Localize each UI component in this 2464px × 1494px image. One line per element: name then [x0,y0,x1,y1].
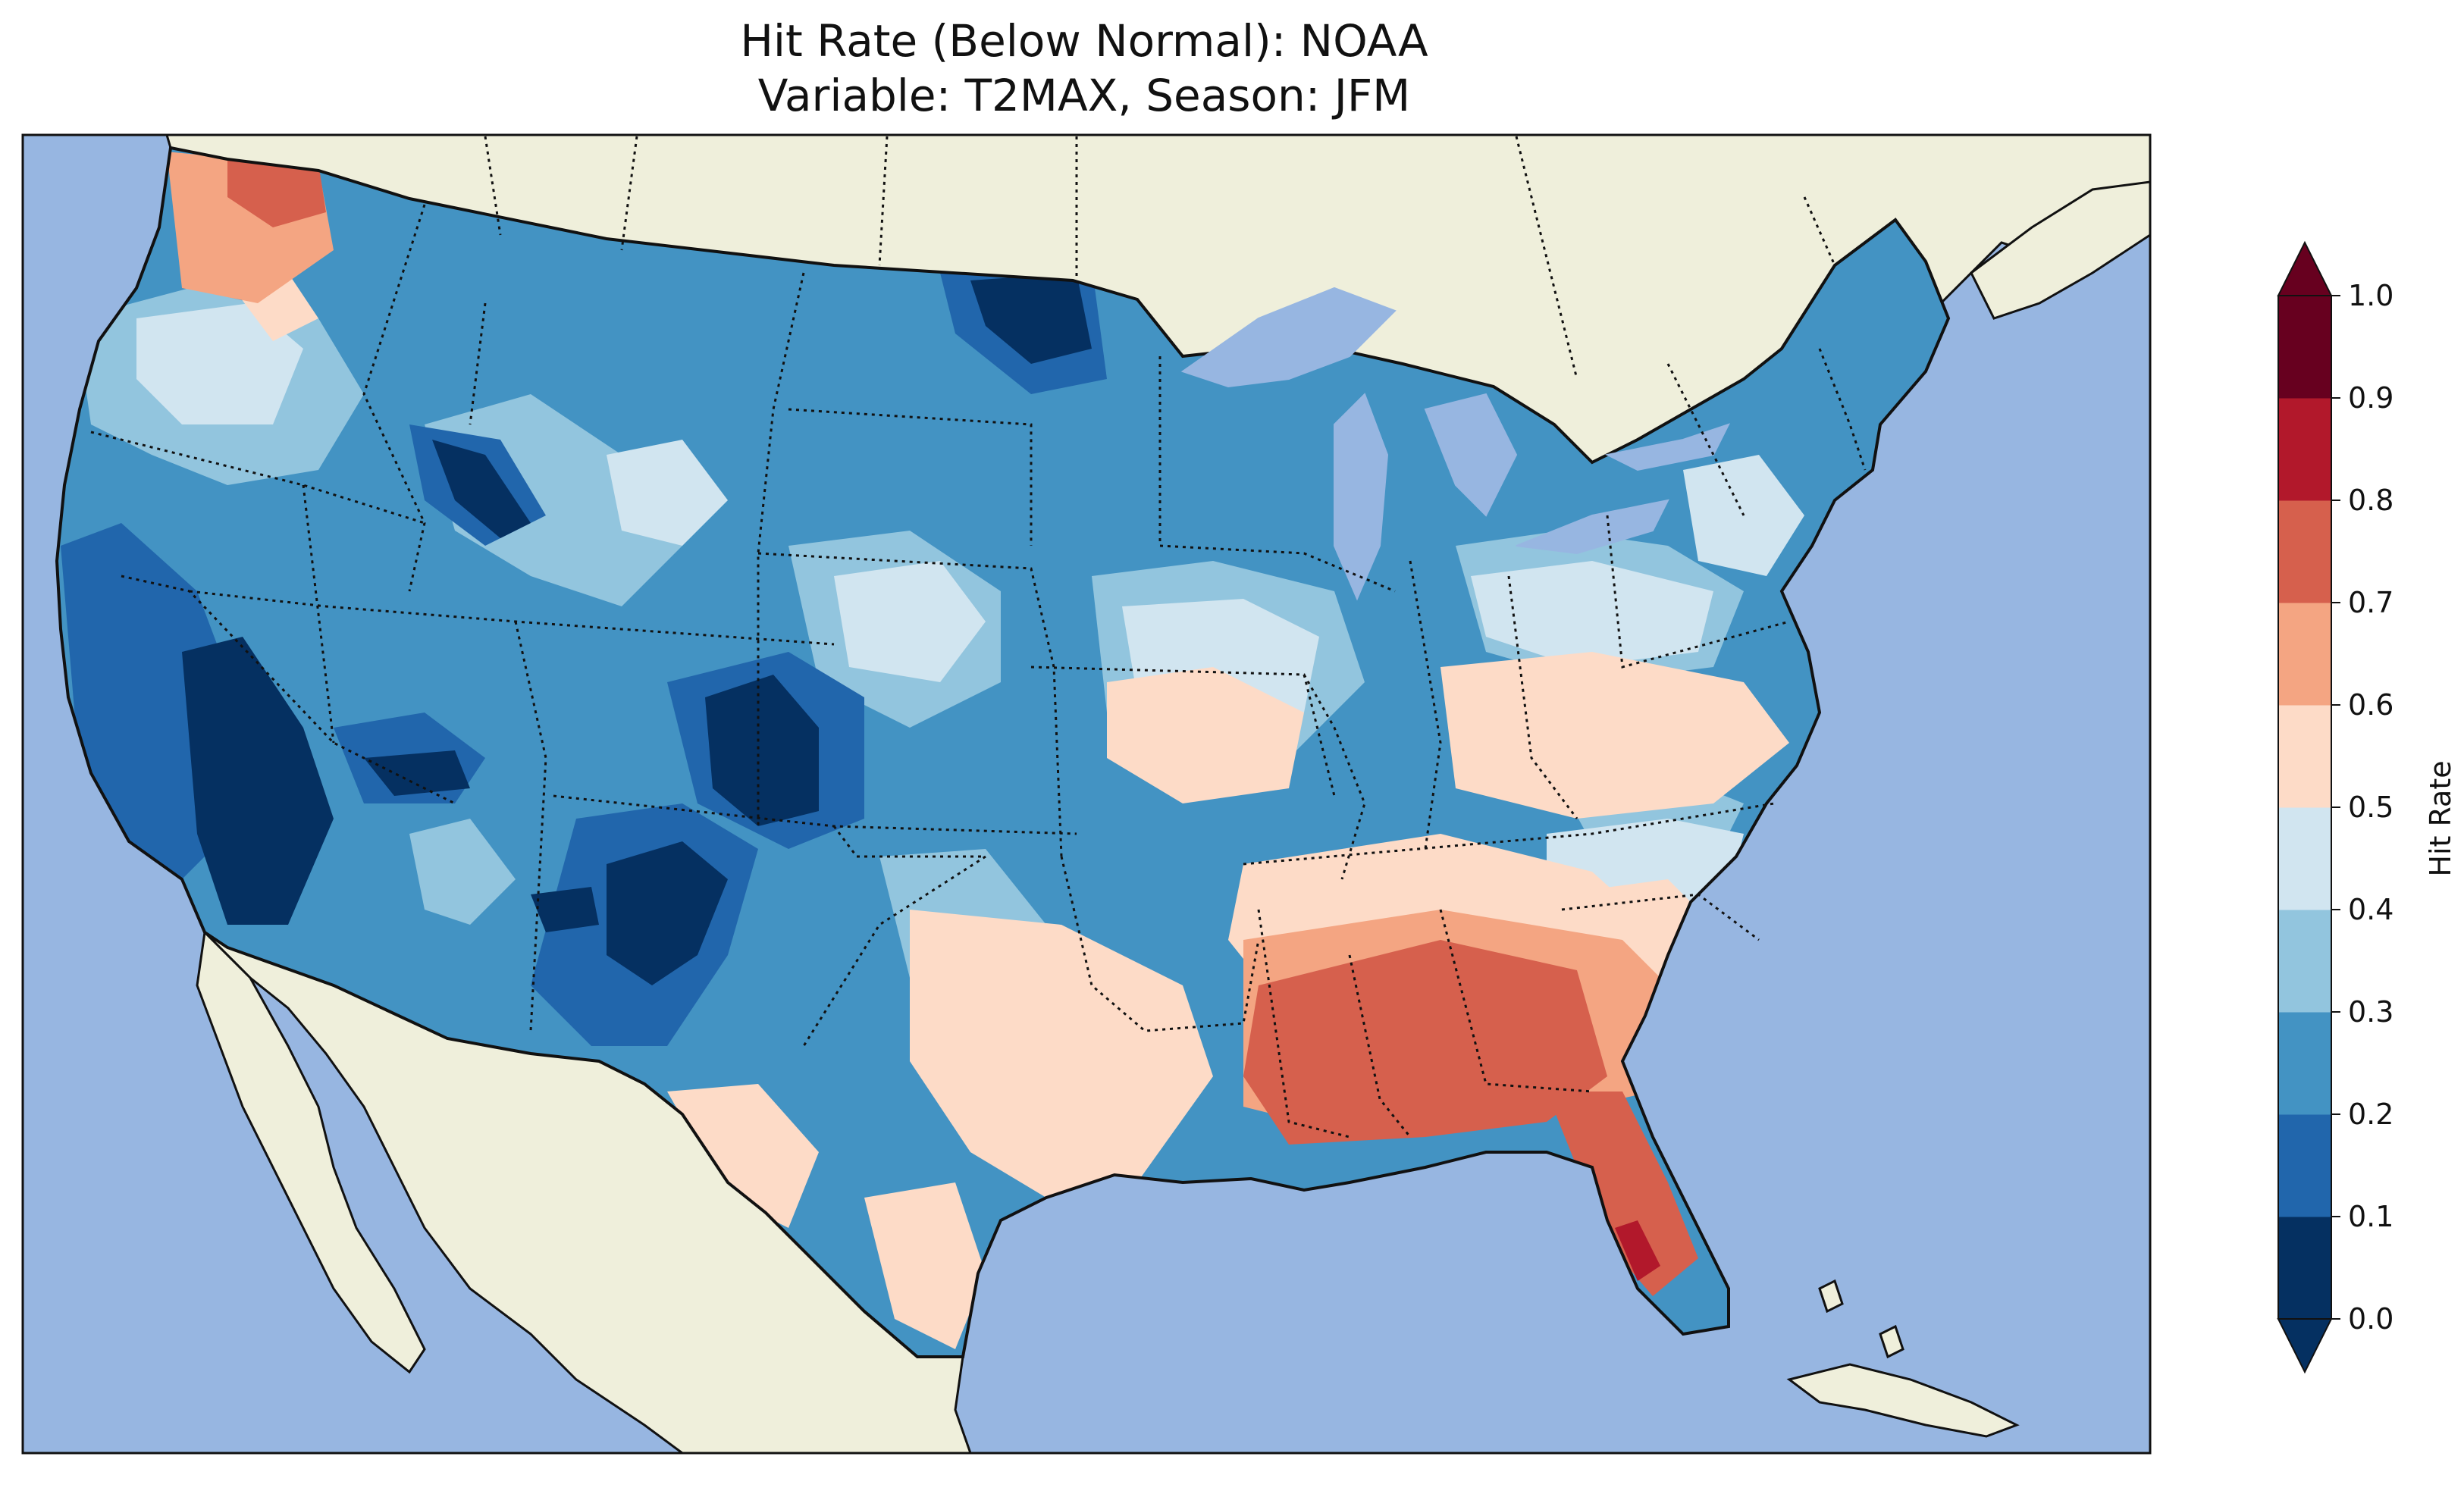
great-lakes [1180,287,1730,601]
colorbar-label: Hit Rate [2424,760,2457,876]
map-area [23,135,2150,1453]
title-line-2: Variable: T2MAX, Season: JFM [757,70,1411,121]
colorbar-segment-5 [2278,705,2331,808]
map-frame [21,133,2152,1455]
colorbar-tick-label-0.7: 0.7 [2348,586,2393,619]
us-coastline [55,146,1951,1358]
colorbar-tick-label-0.4: 0.4 [2348,893,2393,926]
colorbar-tick-label-0.0: 0.0 [2348,1302,2393,1336]
colorbar-extend-min [2277,1318,2333,1374]
colorbar-tick-label-0.9: 0.9 [2348,381,2393,415]
state-borders [90,204,1867,1139]
colorbar-tick-label-0.8: 0.8 [2348,484,2393,517]
colorbar-tick-label-0.1: 0.1 [2348,1200,2393,1233]
field-0.8-0.9 [1615,1220,1660,1281]
colorbar-segment-1 [2278,1114,2331,1217]
colorbar: 0.0 0.1 0.2 0.3 0.4 0.5 0.6 0.7 0.8 0.9 1.0 [2277,240,2393,1374]
colorbar-tick-label-0.6: 0.6 [2348,688,2393,722]
province-borders [484,136,1836,380]
colorbar-segment-9 [2278,296,2331,399]
colorbar-segment-6 [2278,603,2331,706]
hit-rate-field [57,148,1948,1357]
colorbar-segment-3 [2278,910,2331,1013]
maritimes-land [1970,180,2150,320]
colorbar-segment-4 [2278,807,2331,910]
colorbar-segment-2 [2278,1012,2331,1115]
bahamas-land [1818,1279,1904,1359]
baja-land [196,929,426,1374]
colorbar-tick-label-0.3: 0.3 [2348,995,2393,1029]
colorbar-tick-label-0.2: 0.2 [2348,1098,2393,1131]
colorbar-tick-label-1.0: 1.0 [2348,279,2393,312]
colorbar-tick-label-0.5: 0.5 [2348,791,2393,824]
field-0.0-0.1 [182,273,1092,985]
colorbar-segment-0 [2278,1217,2331,1320]
field-0.7-0.8 [227,152,1698,1296]
colorbar-segment-8 [2278,398,2331,501]
chart-title: Hit Rate (Below Normal): NOAA Variable: … [0,14,2168,123]
title-line-1: Hit Rate (Below Normal): NOAA [740,15,1428,67]
colorbar-extend-max [2277,240,2333,296]
cuba-land [1786,1363,2020,1438]
colorbar-segment-7 [2278,500,2331,603]
